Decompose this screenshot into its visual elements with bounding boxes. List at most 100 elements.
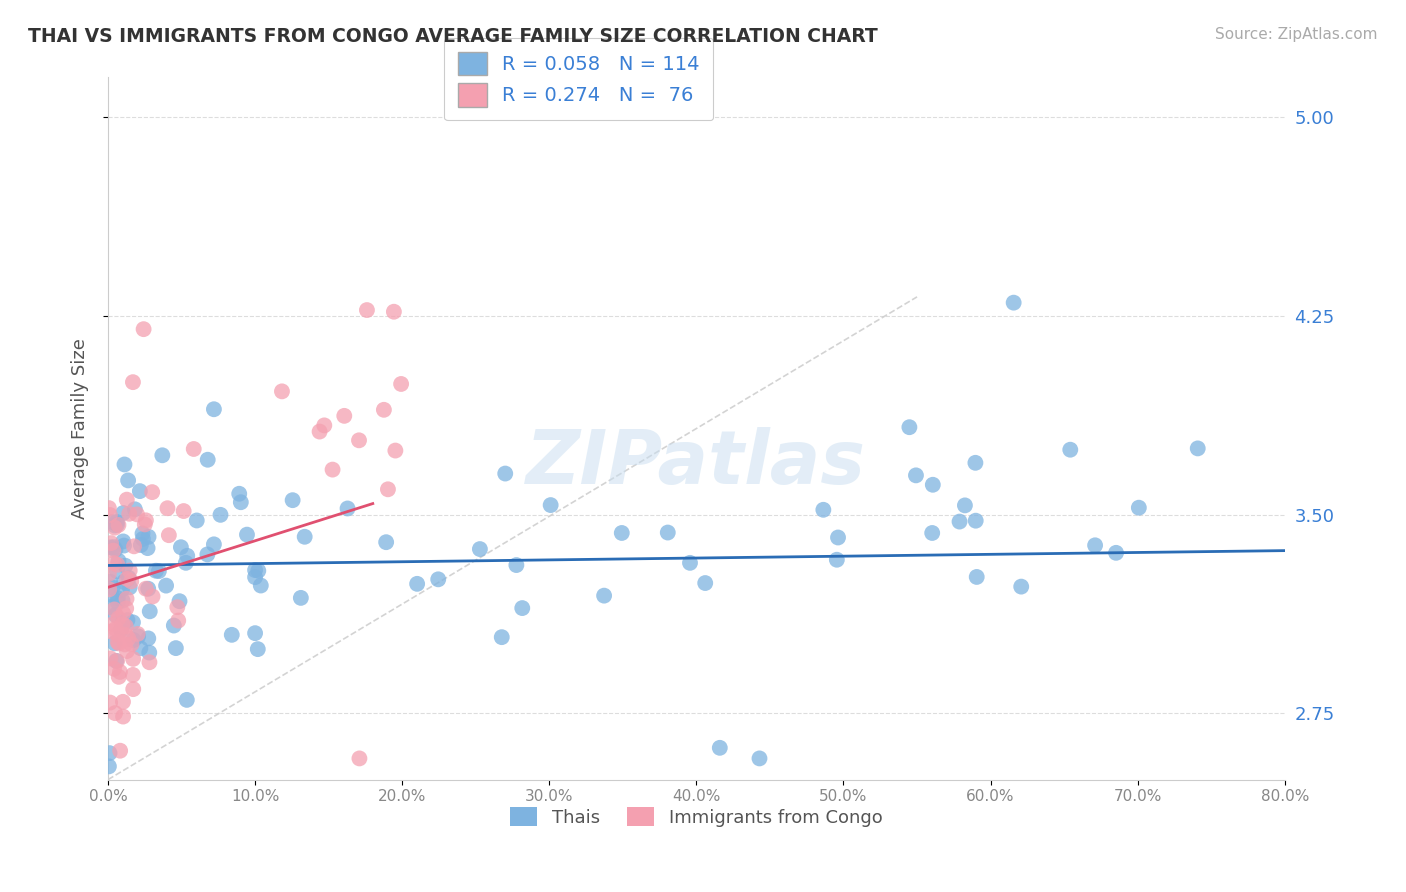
Point: [103, 662, 125, 676]
Point: [281, 493, 304, 508]
Point: [98, 508, 121, 522]
Point: [105, 517, 128, 532]
Point: [122, 615, 145, 630]
Point: [610, 526, 633, 541]
Point: [122, 682, 145, 697]
Point: [108, 665, 131, 679]
Point: [114, 637, 136, 651]
Point: [107, 558, 129, 572]
Point: [118, 564, 141, 578]
Point: [98, 696, 121, 710]
Point: [98, 746, 121, 760]
Point: [138, 530, 160, 544]
Point: [138, 655, 160, 669]
Point: [382, 304, 405, 318]
Point: [105, 515, 128, 529]
Point: [108, 636, 131, 650]
Point: [98, 582, 121, 597]
Point: [138, 646, 160, 660]
Point: [115, 591, 138, 606]
Point: [1084, 538, 1107, 552]
Point: [825, 553, 848, 567]
Point: [347, 434, 370, 448]
Text: THAI VS IMMIGRANTS FROM CONGO AVERAGE FAMILY SIZE CORRELATION CHART: THAI VS IMMIGRANTS FROM CONGO AVERAGE FA…: [28, 27, 877, 45]
Point: [112, 574, 135, 589]
Point: [136, 632, 159, 646]
Point: [127, 629, 149, 643]
Point: [427, 572, 450, 586]
Point: [117, 613, 139, 627]
Point: [136, 541, 159, 555]
Point: [389, 376, 412, 391]
Point: [1128, 500, 1150, 515]
Point: [966, 570, 988, 584]
Text: Source: ZipAtlas.com: Source: ZipAtlas.com: [1215, 27, 1378, 42]
Point: [709, 740, 731, 755]
Point: [121, 637, 143, 651]
Point: [243, 570, 266, 584]
Point: [150, 448, 173, 462]
Point: [118, 580, 141, 594]
Point: [117, 632, 139, 646]
Point: [155, 579, 177, 593]
Point: [166, 600, 188, 615]
Point: [114, 628, 136, 642]
Point: [965, 514, 987, 528]
Point: [131, 526, 153, 541]
Point: [322, 462, 344, 476]
Point: [118, 571, 141, 585]
Point: [249, 578, 271, 592]
Point: [108, 744, 131, 758]
Point: [122, 375, 145, 389]
Point: [118, 507, 141, 521]
Point: [122, 652, 145, 666]
Point: [115, 572, 138, 586]
Point: [100, 541, 122, 555]
Point: [105, 654, 128, 668]
Point: [921, 477, 943, 491]
Point: [103, 556, 125, 570]
Point: [112, 607, 135, 621]
Point: [125, 508, 148, 522]
Point: [948, 515, 970, 529]
Point: [141, 590, 163, 604]
Point: [186, 513, 208, 527]
Point: [748, 751, 770, 765]
Point: [104, 706, 127, 720]
Point: [202, 402, 225, 417]
Point: [98, 651, 121, 665]
Point: [111, 582, 134, 597]
Point: [107, 554, 129, 568]
Point: [373, 402, 395, 417]
Point: [169, 594, 191, 608]
Point: [132, 532, 155, 546]
Point: [965, 456, 987, 470]
Point: [115, 492, 138, 507]
Point: [104, 518, 127, 533]
Point: [114, 458, 136, 472]
Point: [97, 501, 120, 516]
Y-axis label: Average Family Size: Average Family Size: [72, 338, 89, 519]
Point: [1105, 546, 1128, 560]
Point: [229, 495, 252, 509]
Point: [145, 564, 167, 578]
Point: [505, 558, 527, 572]
Point: [112, 539, 135, 553]
Point: [183, 442, 205, 456]
Point: [202, 537, 225, 551]
Point: [122, 539, 145, 553]
Point: [221, 628, 243, 642]
Point: [540, 498, 562, 512]
Point: [103, 543, 125, 558]
Point: [898, 420, 921, 434]
Point: [103, 602, 125, 616]
Point: [163, 618, 186, 632]
Point: [136, 582, 159, 596]
Point: [135, 582, 157, 596]
Point: [135, 513, 157, 527]
Point: [100, 624, 122, 639]
Point: [129, 641, 152, 656]
Point: [114, 619, 136, 633]
Legend: Thais, Immigrants from Congo: Thais, Immigrants from Congo: [503, 800, 890, 834]
Point: [813, 503, 835, 517]
